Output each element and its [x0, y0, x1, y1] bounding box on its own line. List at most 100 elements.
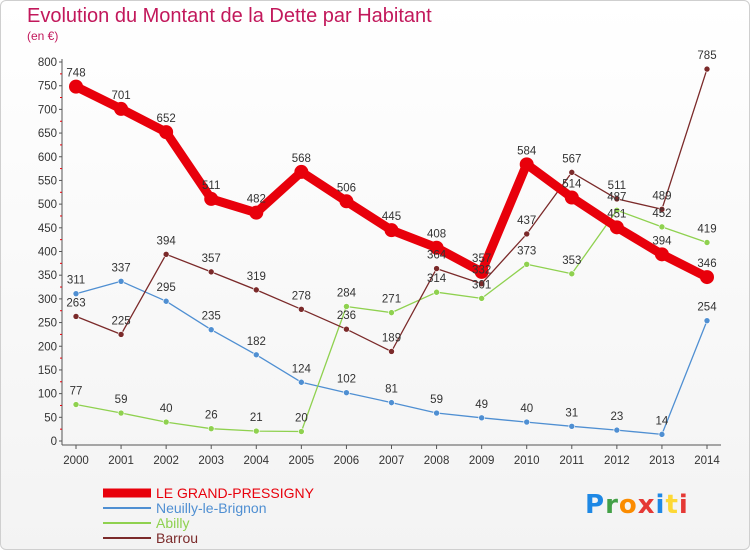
data-point	[114, 101, 129, 116]
data-label: 77	[70, 386, 83, 398]
data-point	[162, 418, 170, 426]
x-tick-label: 2014	[694, 455, 720, 467]
data-label: 506	[337, 182, 356, 194]
data-label: 652	[157, 113, 176, 125]
y-tick-label: 100	[38, 389, 57, 401]
y-tick-label: 400	[38, 247, 57, 259]
data-point	[249, 205, 264, 220]
logo-letter: t	[665, 490, 679, 520]
x-tick-label: 2008	[424, 455, 450, 467]
x-tick-label: 2003	[198, 455, 224, 467]
data-point	[72, 290, 80, 297]
data-label: 182	[247, 336, 266, 348]
y-tick-label: 750	[38, 81, 57, 93]
data-point	[388, 399, 395, 406]
x-tick-label: 2005	[289, 455, 315, 467]
proxiti-logo: Proxiti	[585, 490, 689, 520]
data-point	[613, 206, 621, 214]
x-tick-label: 2006	[334, 455, 360, 467]
y-tick-label: 200	[38, 341, 57, 353]
data-point	[207, 425, 215, 432]
data-label: 482	[247, 194, 266, 206]
data-label: 337	[111, 262, 130, 274]
data-label: 319	[247, 271, 266, 283]
data-point	[478, 414, 485, 422]
data-point	[658, 206, 666, 213]
data-point	[523, 230, 531, 238]
data-label: 567	[562, 153, 581, 165]
x-tick-label: 2013	[649, 455, 675, 467]
y-tick-label: 0	[51, 436, 57, 448]
data-label: 81	[385, 384, 398, 396]
data-point	[564, 190, 579, 205]
data-label: 408	[427, 229, 446, 241]
logo-letter: i	[678, 490, 689, 520]
data-point	[478, 295, 485, 302]
data-point	[654, 247, 669, 262]
x-tick-label: 2012	[604, 455, 630, 467]
data-label: 59	[115, 394, 128, 406]
data-label: 311	[67, 275, 85, 287]
data-point	[298, 305, 305, 313]
y-tick-label: 800	[38, 57, 57, 69]
data-point	[568, 169, 576, 176]
data-label: 514	[562, 178, 582, 190]
y-tick-label: 500	[38, 199, 57, 211]
x-tick-label: 2011	[559, 455, 584, 467]
data-point	[294, 164, 309, 179]
data-label: 236	[337, 310, 356, 322]
y-tick-label: 50	[44, 412, 57, 424]
data-label: 357	[202, 253, 221, 265]
data-label: 235	[202, 311, 221, 323]
data-point	[72, 401, 80, 408]
data-point	[703, 239, 711, 246]
data-point	[343, 325, 350, 333]
data-point	[523, 260, 531, 268]
data-label: 102	[337, 374, 356, 386]
x-tick-label: 2000	[63, 455, 89, 467]
logo-letter: P	[585, 490, 606, 520]
x-tick-label: 2010	[514, 455, 540, 467]
data-label: 314	[427, 273, 447, 285]
data-label: 31	[565, 407, 578, 419]
data-point	[207, 326, 215, 333]
data-point	[252, 286, 260, 294]
data-label: 295	[157, 282, 176, 294]
y-tick-label: 600	[38, 152, 57, 164]
data-label: 451	[607, 208, 626, 220]
data-label: 124	[292, 363, 312, 375]
legend-label: LE GRAND-PRESSIGNY	[156, 485, 315, 501]
y-tick-label: 550	[38, 175, 57, 187]
data-point	[339, 194, 354, 209]
data-point	[117, 278, 125, 285]
data-label: 49	[475, 399, 488, 411]
data-label: 701	[111, 90, 130, 102]
logo-letter: o	[618, 490, 638, 520]
data-label: 364	[427, 250, 447, 262]
x-tick-label: 2001	[108, 455, 134, 467]
data-point	[117, 331, 125, 338]
x-tick-label: 2004	[243, 455, 269, 467]
data-label: 14	[656, 415, 669, 427]
data-point	[204, 191, 219, 206]
data-label: 584	[517, 145, 537, 157]
data-point	[703, 317, 711, 324]
data-label: 511	[608, 180, 626, 192]
data-label: 263	[66, 297, 85, 309]
logo-letter: x	[637, 490, 656, 520]
data-point	[69, 79, 83, 94]
data-label: 59	[430, 394, 443, 406]
data-label: 785	[697, 50, 716, 62]
y-tick-label: 300	[38, 294, 57, 306]
data-point	[298, 428, 305, 435]
data-point	[433, 409, 440, 417]
data-label: 271	[382, 294, 401, 306]
data-label: 20	[295, 413, 308, 425]
data-point	[613, 426, 621, 434]
data-point	[429, 240, 444, 255]
data-point	[117, 409, 125, 417]
data-label: 26	[205, 410, 218, 422]
legend-label: Abilly	[156, 515, 189, 531]
data-label: 254	[697, 302, 717, 314]
data-point	[609, 220, 624, 235]
